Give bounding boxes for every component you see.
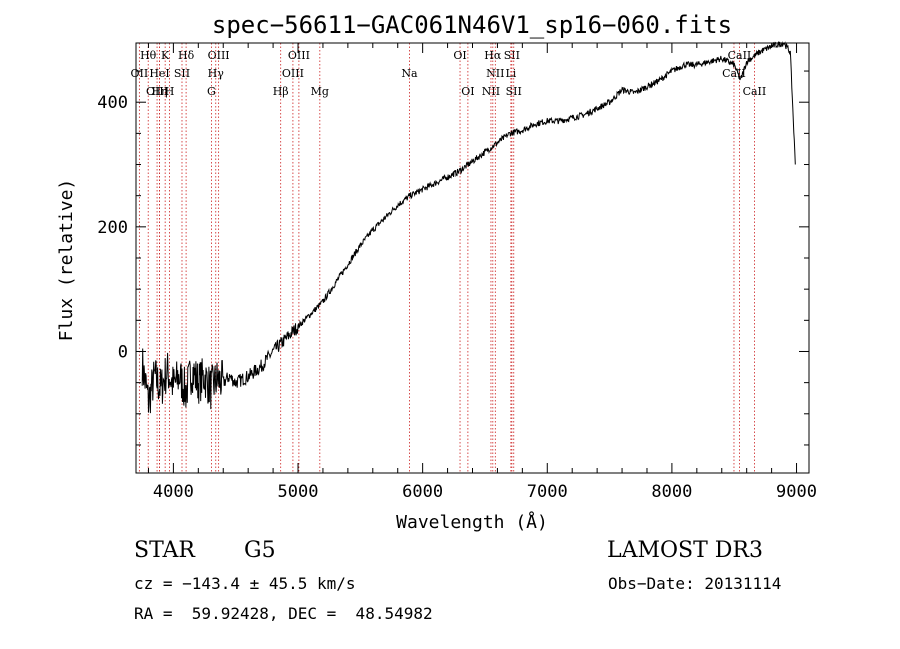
emission-line-label-19: NII <box>482 85 500 98</box>
observation-date: Obs−Date: 20131114 <box>608 574 782 593</box>
emission-line-label-14: OIII <box>288 49 310 62</box>
emission-line-label-5: HeI <box>149 67 169 80</box>
emission-line-label-24: SII <box>506 85 522 98</box>
x-tick-label: 6000 <box>402 482 443 502</box>
emission-line-label-27: CaII <box>743 85 767 98</box>
y-tick-label: 200 <box>97 218 128 238</box>
object-subclass: G5 <box>244 538 276 563</box>
emission-line-label-10: Hγ <box>208 67 225 80</box>
spectrum-line <box>141 41 796 414</box>
spectrum-series <box>141 41 796 414</box>
x-tick-label: 8000 <box>651 482 692 502</box>
x-axis-label: Wavelength (Å) <box>396 511 548 533</box>
survey-name: LAMOST DR3 <box>607 538 763 563</box>
emission-line-label-12: Hβ <box>273 85 289 98</box>
emission-line-markers: Hθ OII OIII K Hη HeI H SII Hδ OIII Hγ G Hβ OIII OIII Mg… <box>131 43 767 473</box>
emission-line-label-21: Hα <box>484 49 502 62</box>
emission-line-label-13: OIII <box>282 67 304 80</box>
emission-line-label-15: Mg <box>311 85 329 98</box>
x-tick-label: 7000 <box>527 482 568 502</box>
emission-line-label-25: CaII <box>722 67 746 80</box>
x-tick-label: 9000 <box>776 482 817 502</box>
emission-line-label-23: Li <box>505 67 516 80</box>
emission-line-label-0: Hθ <box>140 49 157 62</box>
emission-line-label-20: NII <box>486 67 504 80</box>
y-axis-label: Flux (relative) <box>56 179 77 342</box>
emission-line-label-9: OIII <box>208 49 230 62</box>
emission-line-label-26: CaII <box>728 49 752 62</box>
plot-frame <box>135 42 810 474</box>
chart-title: spec−56611−GAC061N46V1_sp16−060.fits <box>212 11 732 39</box>
coordinates: RA = 59.92428, DEC = 48.54982 <box>134 604 433 623</box>
object-class: STAR <box>134 538 195 563</box>
emission-line-label-3: K <box>161 49 170 62</box>
emission-line-label-6: H <box>165 85 175 98</box>
x-tick-label: 4000 <box>153 482 194 502</box>
x-axis: 4000 5000 6000 7000 8000 9000 <box>147 43 817 502</box>
emission-line-label-4: Hη <box>151 85 167 98</box>
emission-line-label-1: OII <box>131 67 149 80</box>
x-tick-label: 5000 <box>278 482 319 502</box>
y-tick-label: 0 <box>118 342 128 362</box>
emission-line-label-22: SII <box>504 49 520 62</box>
emission-line-label-8: Hδ <box>178 49 195 62</box>
emission-line-label-17: OI <box>453 49 466 62</box>
redshift-cz: cz = −143.4 ± 45.5 km/s <box>134 574 356 593</box>
y-tick-label: 400 <box>97 93 128 113</box>
emission-line-label-18: OI <box>461 85 474 98</box>
emission-line-label-7: SII <box>174 67 190 80</box>
emission-line-label-2: OIII <box>146 85 168 98</box>
emission-line-label-11: G <box>207 85 216 98</box>
emission-line-label-16: Na <box>401 67 418 80</box>
y-axis: 0 200 400 <box>97 70 809 446</box>
